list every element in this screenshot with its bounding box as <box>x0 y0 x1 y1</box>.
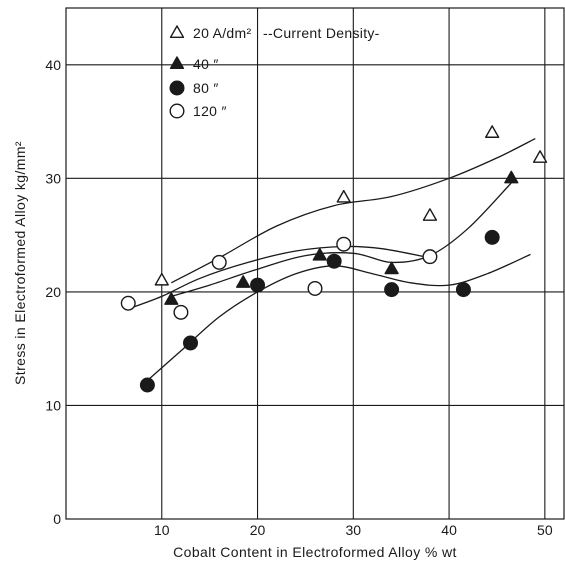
x-axis-label: Cobalt Content in Electroformed Alloy % … <box>173 544 457 560</box>
data-markers <box>120 125 548 393</box>
data-point-triangle-filled-2 <box>312 247 327 261</box>
data-point-circle-filled-5 <box>455 282 471 298</box>
x-tick-label-10: 10 <box>154 522 170 538</box>
data-point-circle-open-0 <box>120 295 136 311</box>
data-point-circle-filled-6 <box>484 229 500 245</box>
legend-symbol-triangle-filled <box>169 56 185 70</box>
legend-marker-triangle-open <box>169 25 185 39</box>
y-tick-label-20: 20 <box>45 284 61 300</box>
data-point-triangle-open-3 <box>485 125 500 138</box>
tick-labels: 10 20 30 40 50 0 10 20 30 40 <box>45 57 552 538</box>
data-point-circle-filled-2 <box>250 277 266 293</box>
data-point-circle-open-3 <box>307 280 323 296</box>
legend-label-40: 40 ″ <box>193 56 219 72</box>
x-tick-label-30: 30 <box>346 522 362 538</box>
legend-marker-circle-filled <box>169 80 185 96</box>
data-point-triangle-open-4 <box>532 150 548 163</box>
y-tick-label-10: 10 <box>45 397 61 413</box>
legend-label-20: 20 A/dm² <box>193 25 251 41</box>
y-tick-label-0: 0 <box>53 511 61 527</box>
legend-symbol-circle-open <box>169 103 185 119</box>
data-point-circle-open-2 <box>211 254 227 270</box>
data-point-triangle-filled-3 <box>384 261 399 275</box>
grid-lines <box>66 8 564 519</box>
legend-symbol-triangle-open <box>169 25 185 39</box>
data-point-triangle-open-0 <box>154 272 169 286</box>
x-tick-label-40: 40 <box>441 522 457 538</box>
trend-curve-2 <box>146 253 531 381</box>
data-point-circle-open-1 <box>173 304 189 320</box>
y-tick-label-30: 30 <box>45 170 61 186</box>
y-axis-label: Stress in Electroformed Alloy kg/mm² <box>12 141 28 385</box>
data-point-triangle-filled-0 <box>164 292 179 305</box>
legend: 20 A/dm² --Current Density- 40 ″ 80 ″ 12… <box>169 25 380 119</box>
y-tick-label-40: 40 <box>45 57 61 73</box>
x-tick-label-50: 50 <box>537 522 553 538</box>
data-point-circle-filled-1 <box>182 335 198 351</box>
data-point-circle-open-4 <box>336 236 352 252</box>
legend-symbol-circle-filled <box>169 80 185 96</box>
legend-marker-circle-open <box>169 103 185 119</box>
data-point-circle-filled-0 <box>139 377 155 393</box>
data-point-triangle-open-2 <box>422 208 438 221</box>
legend-marker-triangle-filled <box>169 56 185 70</box>
trend-curve-0 <box>170 138 536 284</box>
data-point-triangle-filled-1 <box>236 275 251 288</box>
data-point-triangle-filled-4 <box>504 170 519 184</box>
plot-frame <box>65 7 565 520</box>
legend-label-80: 80 ″ <box>193 80 219 96</box>
legend-title: --Current Density- <box>263 25 380 41</box>
data-point-circle-filled-3 <box>326 253 342 269</box>
data-point-circle-filled-4 <box>384 282 400 298</box>
trend-curve-1 <box>171 182 512 298</box>
data-point-circle-open-5 <box>422 249 438 265</box>
trend-curve-3 <box>128 245 431 310</box>
x-tick-label-20: 20 <box>250 522 266 538</box>
data-point-triangle-open-1 <box>336 189 351 203</box>
legend-label-120: 120 ″ <box>193 103 227 119</box>
